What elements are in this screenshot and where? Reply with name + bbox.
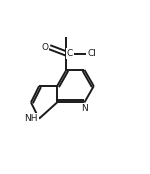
- Text: O: O: [41, 43, 48, 52]
- Text: NH: NH: [24, 114, 38, 123]
- Text: C: C: [67, 49, 73, 58]
- Text: Cl: Cl: [87, 49, 96, 58]
- Text: N: N: [81, 104, 88, 113]
